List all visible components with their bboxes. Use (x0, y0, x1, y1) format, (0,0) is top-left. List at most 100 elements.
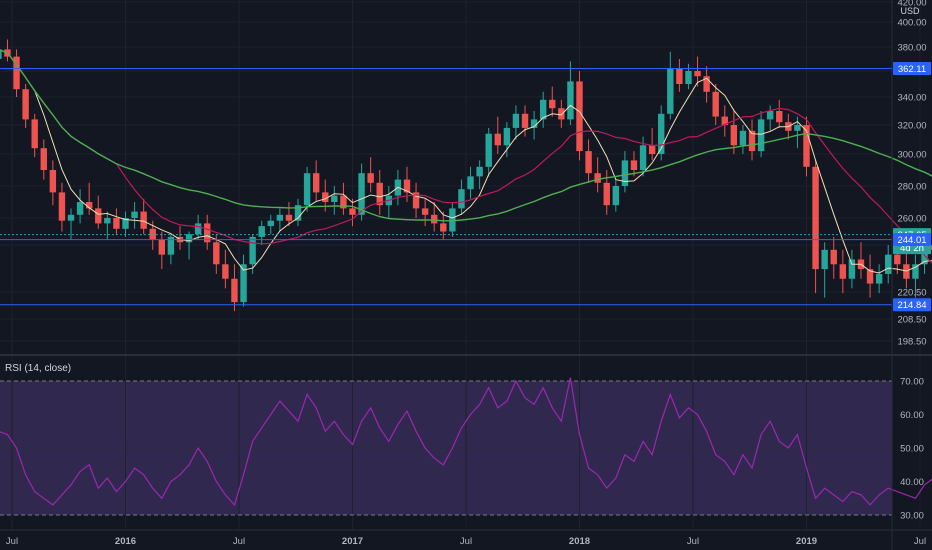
candle-body (476, 166, 483, 177)
candle-body (676, 68, 683, 84)
candle-body (830, 249, 837, 265)
candle-body (194, 223, 202, 235)
price-badge-label: 214.84 (897, 300, 926, 311)
price-badge-box (893, 298, 931, 312)
candle-body (803, 125, 810, 167)
candle-body (167, 236, 175, 255)
countdown-label: 4d 2h (900, 243, 924, 254)
candle-body (621, 160, 629, 186)
candle-body (431, 214, 438, 224)
candle-body (240, 264, 247, 303)
candle-body (367, 173, 374, 183)
candle-body (276, 214, 284, 221)
candle-body (594, 173, 601, 183)
candle-body (694, 71, 701, 77)
ma-fast-line (0, 49, 932, 274)
time-tick-label: Jul (6, 536, 18, 547)
candle-body (721, 116, 728, 125)
candle-body (521, 113, 529, 128)
candle-body (40, 148, 47, 170)
candle-body (639, 145, 647, 170)
candle-body (140, 211, 147, 229)
candle-body (104, 218, 111, 224)
price-tick-label: 340.00 (897, 93, 926, 104)
candle-body (875, 273, 883, 284)
candle-body (885, 254, 892, 274)
candle-body (585, 151, 592, 174)
price-badge-label: 362.11 (898, 64, 926, 75)
time-tick-label: 2018 (569, 536, 590, 547)
candle-body (730, 125, 738, 146)
candle-body (294, 205, 302, 221)
ma-slow-line (0, 49, 932, 222)
candle-body (512, 113, 520, 128)
candle-body (912, 264, 919, 279)
candle-body (85, 202, 93, 209)
candle-body (76, 202, 84, 215)
candle-body (757, 119, 765, 152)
rsi-indicator-label[interactable]: RSI (14, close) (5, 363, 71, 374)
candle-body (249, 236, 256, 265)
candle-body (285, 214, 293, 221)
rsi-tick-label: 30.00 (900, 511, 924, 522)
time-tick-label: Jul (914, 536, 926, 547)
price-tick-label: 198.50 (897, 337, 926, 348)
price-badge-label: 244.01 (897, 235, 926, 246)
candle-body (485, 133, 492, 167)
candle-body (267, 220, 274, 227)
candle-body (458, 189, 465, 209)
candle-body (222, 264, 229, 279)
candle-body (49, 170, 57, 193)
time-tick-label: 2019 (796, 536, 817, 547)
candle-body (213, 242, 220, 265)
rsi-tick-label: 60.00 (900, 410, 924, 421)
candle-body (739, 130, 747, 146)
candle-body (549, 99, 556, 109)
price-tick-label: 300.00 (897, 150, 926, 161)
candle-body (158, 239, 166, 255)
candle-body (22, 89, 29, 120)
candle-body (667, 68, 674, 114)
time-tick-label: 2017 (342, 536, 363, 547)
candle-body (558, 108, 565, 120)
candle-body (603, 182, 610, 206)
currency-label: USD (900, 6, 920, 16)
candle-body (658, 113, 665, 154)
time-tick-label: Jul (687, 536, 699, 547)
price-tick-label: 320.00 (897, 121, 926, 132)
time-tick-label: Jul (460, 536, 472, 547)
price-tick-label: 400.00 (897, 18, 926, 29)
candle-body (312, 173, 320, 193)
candle-body (567, 81, 574, 120)
time-axis[interactable]: Jul2016Jul2017Jul2018Jul2019Jul2020Jul20… (6, 536, 932, 547)
candle-body (494, 133, 501, 146)
rsi-tick-label: 70.00 (900, 377, 924, 388)
rsi-axis[interactable]: 30.00 40.00 50.00 60.00 70.00 (900, 377, 924, 522)
candle-body (231, 278, 238, 303)
rsi-tick-label: 50.00 (900, 444, 924, 455)
price-badge-box (893, 61, 931, 75)
candle-body (530, 119, 538, 128)
candle-body (322, 192, 329, 202)
candle-body (440, 223, 447, 232)
price-tick-label: 420.00 (897, 0, 926, 9)
rsi-line (0, 377, 932, 507)
candle-body (467, 176, 474, 190)
candle-body (821, 249, 828, 270)
ma-mid-line (0, 49, 932, 264)
candle-body (648, 145, 656, 154)
candle-body (776, 111, 783, 123)
candle-body (630, 160, 638, 170)
candle-body (794, 125, 801, 131)
candle-body (58, 192, 66, 221)
candles (0, 39, 932, 312)
price-tick-label: 208.50 (897, 315, 926, 326)
candle-body (703, 76, 710, 92)
candle-body (612, 186, 620, 206)
candle-body (766, 111, 774, 120)
candle-body (839, 264, 847, 279)
candle-body (812, 166, 819, 270)
candle-body (131, 211, 138, 218)
